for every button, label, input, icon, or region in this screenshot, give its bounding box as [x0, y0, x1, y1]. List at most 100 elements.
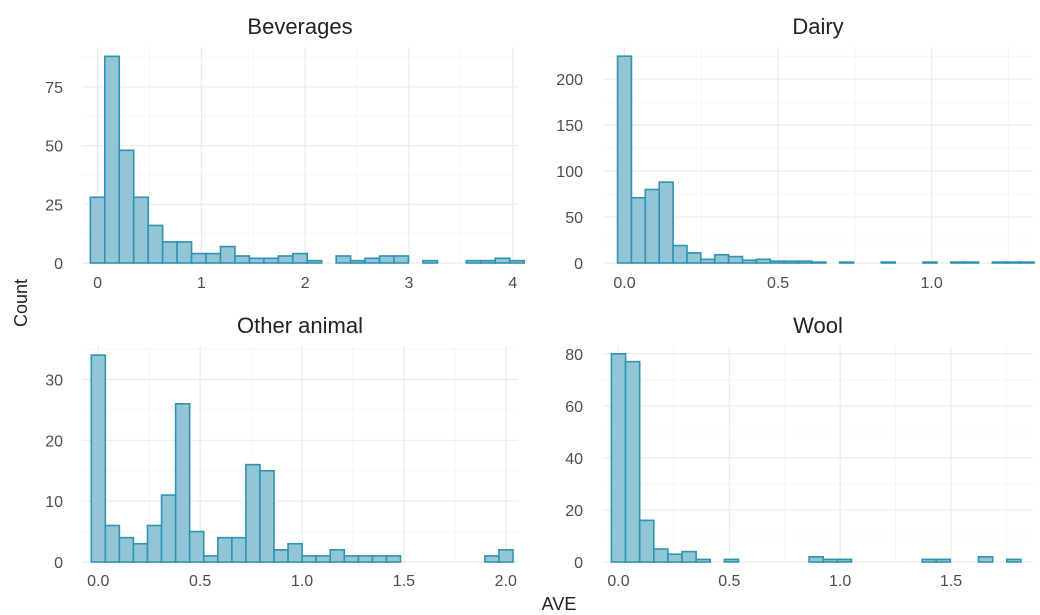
histogram-bar	[977, 555, 994, 563]
x-tick-label: 0	[93, 275, 102, 292]
histogram-bar	[681, 550, 697, 563]
y-tick-label: 150	[556, 118, 583, 135]
histogram-bar	[301, 555, 317, 563]
histogram-bar	[963, 261, 980, 264]
histogram-bar	[508, 259, 525, 264]
histogram-bar	[90, 354, 107, 563]
histogram-bar	[422, 259, 439, 264]
y-tick-label: 30	[45, 372, 63, 389]
histogram-bar	[921, 558, 937, 563]
y-tick-label: 100	[556, 164, 583, 181]
histogram-bar	[259, 469, 275, 563]
histogram-bar	[132, 542, 149, 563]
histogram-bar	[638, 519, 655, 563]
histogram-bar	[291, 252, 309, 264]
x-axis-title: AVE	[542, 594, 577, 614]
histogram-bar	[393, 255, 410, 264]
histogram-bar	[245, 463, 261, 563]
histogram-bar	[695, 558, 712, 563]
histogram-bar	[667, 553, 683, 563]
x-tick-label: 0.0	[607, 573, 629, 590]
histogram-bar	[219, 245, 236, 264]
histogram-bar	[118, 149, 135, 264]
histogram-bar	[188, 530, 205, 563]
histogram-bar	[216, 536, 233, 563]
x-tick-label: 1.5	[940, 573, 962, 590]
histogram-bar	[727, 255, 744, 264]
y-tick-label: 40	[565, 451, 583, 468]
histogram-bar	[616, 55, 633, 264]
histogram-bar	[104, 524, 121, 563]
histogram-bar	[644, 188, 661, 264]
histogram-bar	[1005, 261, 1021, 264]
facet-panel-4: 0.0 0.5 1.0 1.5 0 20 40 60 80 Wool	[565, 313, 1033, 590]
x-tick-label: 0.0	[613, 275, 635, 292]
histogram-bar	[118, 536, 135, 563]
histogram-bar	[176, 241, 193, 264]
x-tick-label: 0.5	[189, 573, 211, 590]
x-tick-label: 1.0	[829, 573, 851, 590]
facet-title: Dairy	[792, 14, 843, 39]
facet-panel-3: 0.0 0.5 1.0 1.5 2.0 0 10 20 30 Other animal	[45, 313, 518, 590]
histogram-bar	[479, 259, 497, 264]
histogram-bar	[273, 549, 289, 563]
histogram-bar	[949, 261, 966, 264]
histogram-bar	[991, 261, 1008, 264]
histogram-bar	[658, 181, 674, 264]
y-tick-label: 80	[565, 347, 583, 364]
histogram-bar	[385, 555, 402, 563]
x-tick-label: 3	[405, 275, 414, 292]
histogram-bar	[465, 259, 482, 264]
y-tick-label: 0	[574, 555, 583, 572]
y-tick-label: 0	[574, 256, 583, 273]
y-tick-label: 200	[556, 72, 583, 89]
histogram-bar	[672, 244, 688, 264]
histogram-bar	[741, 259, 758, 264]
facet-panel-1: 0 1 2 3 4 0 25 50 75 Beverages	[45, 14, 525, 292]
x-tick-label: 1.0	[291, 573, 313, 590]
histogram-bar	[287, 542, 303, 563]
histogram-bar	[494, 257, 511, 264]
histogram-bar	[686, 252, 702, 264]
histogram-bar	[653, 548, 669, 563]
histogram-bar	[811, 261, 827, 264]
y-tick-label: 0	[54, 256, 63, 273]
histogram-bar	[263, 257, 280, 264]
histogram-bar	[808, 555, 825, 563]
y-tick-label: 10	[45, 494, 63, 511]
histogram-bar	[836, 558, 853, 563]
histogram-bar	[822, 558, 839, 563]
histogram-bar	[349, 259, 366, 264]
histogram-bar	[1005, 558, 1022, 563]
histogram-bar	[161, 241, 178, 264]
histogram-bar	[132, 196, 149, 264]
histogram-bar	[315, 555, 332, 563]
histogram-bar	[343, 555, 360, 563]
y-tick-label: 0	[54, 555, 63, 572]
histogram-bar	[769, 260, 785, 264]
histogram-bar	[147, 224, 164, 264]
histogram-bar	[630, 196, 647, 264]
x-tick-label: 1	[197, 275, 206, 292]
histogram-bar	[1019, 261, 1035, 264]
histogram-bar	[723, 558, 740, 563]
y-tick-label: 50	[565, 210, 583, 227]
histogram-bar	[700, 258, 716, 264]
x-tick-label: 1.0	[921, 275, 943, 292]
histogram-bar	[329, 549, 346, 563]
histogram-bar	[277, 255, 294, 264]
x-tick-label: 0.5	[718, 573, 740, 590]
histogram-bar	[797, 260, 813, 264]
histogram-bar	[713, 253, 730, 264]
y-tick-label: 25	[45, 197, 63, 214]
y-tick-label: 20	[45, 433, 63, 450]
x-tick-label: 4	[508, 275, 517, 292]
x-tick-label: 2	[301, 275, 310, 292]
y-tick-label: 75	[45, 80, 63, 97]
histogram-bar	[248, 257, 265, 264]
histogram-bar	[880, 261, 897, 264]
facet-title: Other animal	[237, 313, 363, 338]
histogram-bar	[306, 259, 323, 264]
histogram-bar	[190, 252, 207, 264]
